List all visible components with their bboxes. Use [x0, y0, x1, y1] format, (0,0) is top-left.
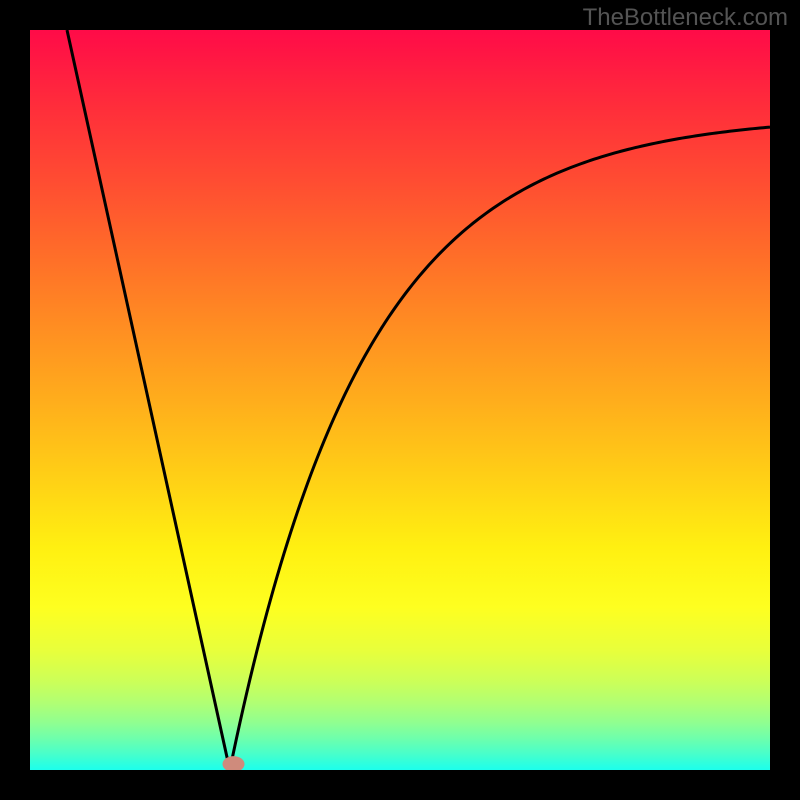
watermark-text: TheBottleneck.com [583, 4, 788, 32]
chart-frame: TheBottleneck.com [0, 0, 800, 800]
bottleneck-curve-plot [30, 30, 770, 770]
